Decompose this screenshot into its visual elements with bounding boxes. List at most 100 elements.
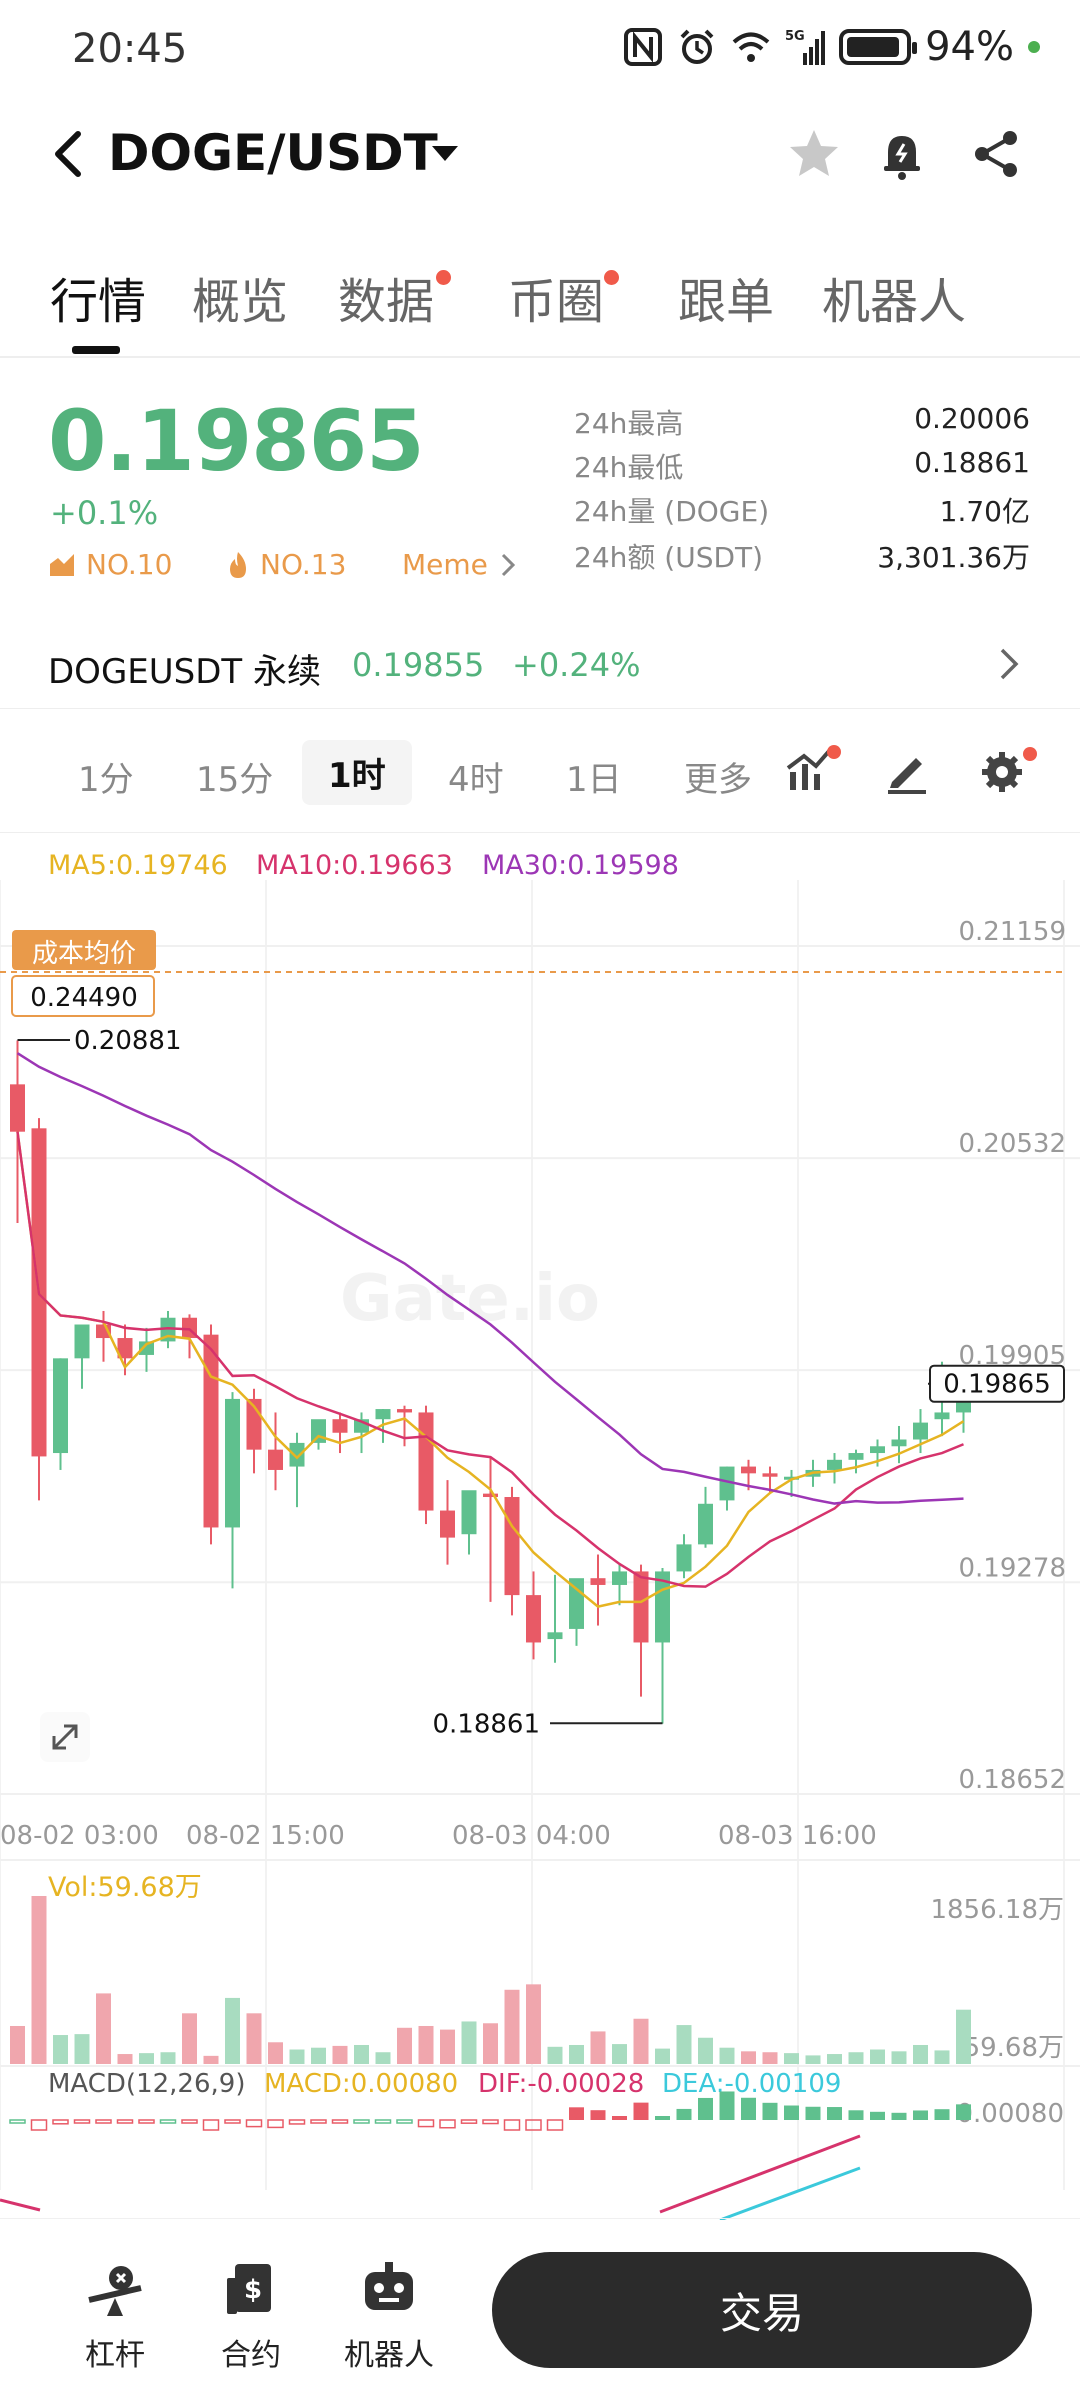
favorite-star-icon[interactable]: [784, 124, 844, 184]
macd-histogram-bar: [956, 2104, 971, 2120]
candle-body: [268, 1449, 283, 1470]
candle-body: [461, 1490, 477, 1535]
macd-histogram-bar: [525, 2119, 542, 2131]
macd-histogram-bar: [52, 2119, 69, 2125]
timeframe-4h[interactable]: 4时: [448, 760, 504, 800]
candle-body: [676, 1544, 692, 1572]
candle-body: [547, 1632, 563, 1640]
timeframe-1h[interactable]: 1时: [302, 740, 412, 805]
indicator-icon[interactable]: [786, 744, 842, 794]
nfc-icon: [624, 28, 663, 66]
low-price-marker: 0.18861: [432, 1709, 540, 1739]
tab-community[interactable]: 币圈: [508, 274, 605, 330]
candlestick-chart[interactable]: 0.211590.205320.199050.192780.18652Gate.…: [0, 880, 1080, 2220]
volume-bar: [913, 2044, 928, 2064]
volume-bar: [96, 1993, 111, 2064]
candle-body: [848, 1453, 864, 1460]
expand-chart-icon[interactable]: [40, 1712, 90, 1762]
stat-label-low: 24h最低: [574, 451, 684, 484]
volume-bar: [139, 2053, 154, 2064]
timeframe-more[interactable]: 更多: [684, 760, 752, 800]
tab-market[interactable]: 行情: [50, 274, 147, 330]
volume-bar: [418, 2025, 434, 2064]
stat-value-turnover: 3,301.36万: [877, 541, 1030, 574]
candle-body: [375, 1409, 391, 1420]
tab-robot[interactable]: 机器人: [822, 274, 967, 330]
macd-histogram-bar: [741, 2097, 756, 2120]
volume-bar: [848, 2052, 864, 2064]
pair-dropdown-icon[interactable]: [432, 146, 458, 161]
nav-contract[interactable]: $ 合约: [196, 2260, 306, 2374]
tab-copy-trade[interactable]: 跟单: [678, 274, 775, 330]
macd-histogram-bar: [590, 2110, 606, 2120]
y-axis-tick-label: 0.19278: [958, 1553, 1066, 1583]
macd-dea-value: DEA:-0.00109: [662, 2069, 841, 2099]
volume-bar: [31, 1896, 47, 2064]
volume-bar: [805, 2055, 821, 2064]
rank-badge-market-cap[interactable]: NO.10: [48, 548, 172, 581]
volume-bar: [676, 2025, 692, 2064]
macd-histogram-bar: [353, 2119, 370, 2124]
timeframe-1m[interactable]: 1分: [78, 760, 134, 800]
contract-icon: $: [227, 2264, 271, 2314]
settings-gear-icon[interactable]: [978, 744, 1038, 796]
macd-label: MACD(12,26,9): [48, 2069, 245, 2099]
nav-leverage[interactable]: 杠杆: [60, 2260, 170, 2374]
tab-data[interactable]: 数据: [338, 274, 435, 330]
back-icon[interactable]: [44, 126, 92, 182]
macd-histogram-bar: [827, 2107, 842, 2120]
candle-body: [504, 1497, 520, 1596]
candle-body: [590, 1578, 606, 1585]
active-tab-indicator: [72, 346, 120, 354]
volume-bar: [440, 2029, 455, 2064]
candle-body: [397, 1409, 412, 1413]
tag-meme[interactable]: Meme: [402, 548, 518, 581]
high-price-marker: 0.20881: [74, 1026, 182, 1056]
tab-overview[interactable]: 概览: [192, 274, 289, 330]
macd-axis-label: 0.00080: [956, 2099, 1064, 2129]
volume-bar: [719, 2047, 735, 2064]
macd-histogram-bar: [181, 2119, 198, 2124]
macd-histogram-bar: [460, 2119, 478, 2124]
price-alert-bell-icon[interactable]: [872, 124, 932, 184]
nav-robot[interactable]: 机器人: [334, 2260, 444, 2374]
timeframe-15m[interactable]: 15分: [196, 760, 274, 800]
volume-bar: [74, 2034, 90, 2064]
macd-histogram-bar: [331, 2119, 349, 2124]
stat-value-low: 0.18861: [914, 446, 1030, 479]
share-icon[interactable]: [966, 124, 1026, 184]
draw-pen-icon[interactable]: [884, 748, 930, 794]
x-axis-tick-label: 08-02 03:00: [0, 1821, 159, 1851]
tag-label: Meme: [402, 548, 488, 581]
last-price-tag: 0.19865: [943, 1370, 1051, 1400]
stat-value-volume: 1.70亿: [939, 495, 1030, 528]
rank-badge-hot[interactable]: NO.13: [226, 548, 346, 581]
nav-label: 机器人: [344, 2338, 434, 2373]
status-time: 20:45: [72, 26, 188, 72]
volume-bar: [10, 2025, 25, 2064]
macd-histogram-bar: [784, 2105, 799, 2120]
volume-bar: [332, 2045, 348, 2064]
timeframe-1d[interactable]: 1日: [566, 760, 622, 800]
volume-bar: [655, 2048, 670, 2064]
y-axis-tick-label: 0.21159: [958, 917, 1066, 947]
candle-body: [741, 1466, 756, 1474]
macd-histogram-bar: [116, 2119, 134, 2124]
chevron-right-icon[interactable]: [994, 644, 1024, 684]
cost-average-badge: [12, 930, 156, 970]
volume-bar: [590, 2031, 606, 2064]
macd-histogram-bar: [913, 2110, 928, 2120]
watermark: Gate.io: [340, 1262, 600, 1336]
pair-title[interactable]: DOGE/USDT: [108, 124, 438, 182]
macd-histogram-bar: [374, 2119, 392, 2124]
volume-bar: [698, 2037, 713, 2064]
trade-button[interactable]: 交易: [492, 2252, 1032, 2368]
signal-icon: 5G: [785, 29, 826, 65]
candle-body: [332, 1419, 348, 1433]
candle-body: [418, 1412, 434, 1511]
candle-body: [483, 1493, 498, 1498]
y-axis-tick-label: 0.18652: [958, 1765, 1066, 1795]
macd-histogram-bar: [30, 2119, 48, 2131]
volume-bar: [268, 2042, 283, 2064]
volume-bar: [160, 2052, 176, 2064]
